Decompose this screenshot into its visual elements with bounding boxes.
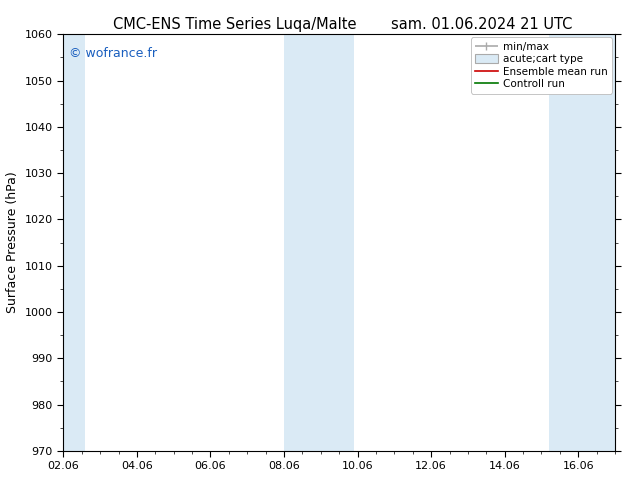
Bar xyxy=(549,34,633,451)
Text: CMC-ENS Time Series Luqa/Malte: CMC-ENS Time Series Luqa/Malte xyxy=(113,17,356,32)
Bar xyxy=(45,34,86,451)
Text: © wofrance.fr: © wofrance.fr xyxy=(69,47,157,60)
Bar xyxy=(284,34,354,451)
Y-axis label: Surface Pressure (hPa): Surface Pressure (hPa) xyxy=(6,172,19,314)
Legend: min/max, acute;cart type, Ensemble mean run, Controll run: min/max, acute;cart type, Ensemble mean … xyxy=(470,37,612,94)
Text: sam. 01.06.2024 21 UTC: sam. 01.06.2024 21 UTC xyxy=(391,17,573,32)
